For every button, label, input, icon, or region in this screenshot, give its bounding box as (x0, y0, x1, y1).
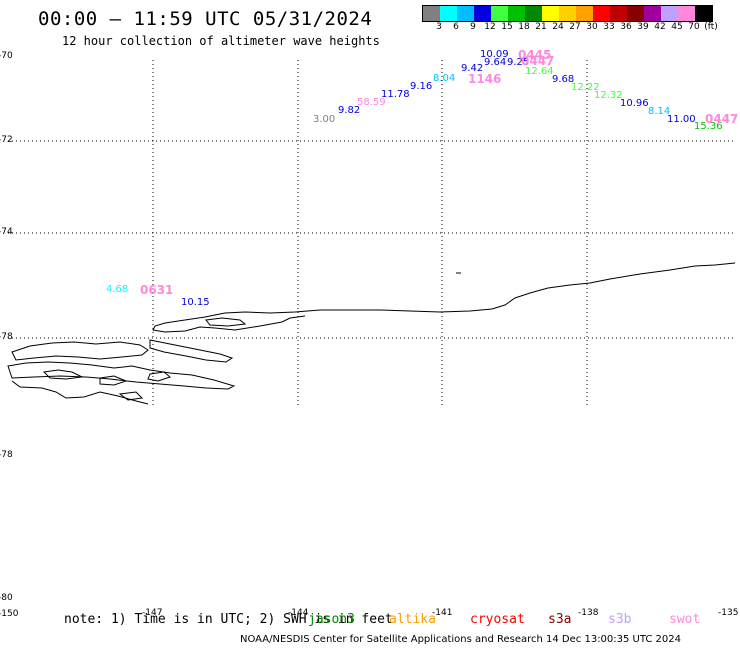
color-swatch (423, 6, 440, 21)
wave-height-value: 10.15 (181, 297, 210, 308)
coastline (7, 262, 736, 405)
page-title: 00:00 – 11:59 UTC 05/31/2024 (38, 8, 373, 30)
satellite-legend-swot: swot (669, 612, 701, 627)
color-swatch (525, 6, 542, 21)
color-swatch (644, 6, 661, 21)
wave-height-value: 9.64 (484, 57, 507, 68)
satellite-legend-jason3: jason3 (308, 612, 355, 627)
color-scale-label: 3 (436, 22, 442, 32)
color-scale-label: 36 (620, 22, 632, 32)
lon-label: -141 (432, 608, 453, 618)
color-scale-label: 45 (671, 22, 683, 32)
wave-height-value: 9.16 (410, 81, 433, 92)
wave-height-value: 9.42 (461, 63, 484, 74)
color-scale-label: (ft) (704, 22, 718, 32)
color-swatch (661, 6, 678, 21)
lon-label: -147 (142, 608, 163, 618)
wave-height-value: 12.64 (525, 66, 554, 77)
color-swatch (576, 6, 593, 21)
lon-label: -138 (578, 608, 599, 618)
lat-label: -72 (0, 135, 13, 145)
color-swatch (678, 6, 695, 21)
wave-height-value: 9.82 (338, 105, 361, 116)
credit-line: NOAA/NESDIS Center for Satellite Applica… (240, 634, 682, 645)
wave-height-value: 11.00 (667, 114, 696, 125)
color-scale-label: 33 (603, 22, 615, 32)
wave-height-value: 3.00 (313, 114, 336, 125)
color-swatch (508, 6, 525, 21)
color-swatch (440, 6, 457, 21)
lat-label: -78 (0, 332, 13, 342)
color-scale-label: 21 (535, 22, 547, 32)
lat-label: -78 (0, 450, 13, 460)
color-swatch (542, 6, 559, 21)
satellite-legend-altika: altika (389, 612, 436, 627)
wave-height-value: 11.78 (381, 89, 410, 100)
color-swatch (559, 6, 576, 21)
lat-label: -74 (0, 227, 13, 237)
wave-height-value: 4.68 (106, 284, 129, 295)
color-scale-label: 9 (470, 22, 476, 32)
color-swatch (491, 6, 508, 21)
color-swatch (457, 6, 474, 21)
color-scale-label: 18 (518, 22, 530, 32)
wave-height-value: 12.32 (594, 90, 623, 101)
lat-lon-grid (8, 60, 735, 405)
wave-height-value: 10.96 (620, 98, 649, 109)
footer-note: note: 1) Time is in UTC; 2) SWH is in fe… (64, 612, 393, 627)
color-scale-label: 15 (501, 22, 513, 32)
color-scale-label: 39 (637, 22, 649, 32)
wave-height-color-scale (422, 5, 713, 22)
pass-time-label: 0447 (521, 54, 555, 68)
color-scale-label: 42 (654, 22, 666, 32)
color-scale-label: 6 (453, 22, 459, 32)
satellite-legend-s3b: s3b (608, 612, 632, 627)
color-scale-label: 27 (569, 22, 581, 32)
color-scale-label: 12 (484, 22, 496, 32)
color-swatch (474, 6, 491, 21)
lon-label: -135 (718, 608, 739, 618)
lat-label: -80 (0, 593, 13, 603)
color-swatch (627, 6, 644, 21)
wave-height-value: 9.68 (552, 74, 575, 85)
color-swatch (695, 6, 712, 21)
color-swatch (610, 6, 627, 21)
lon-label: -144 (288, 608, 309, 618)
lon-label: -150 (0, 609, 19, 619)
color-swatch (593, 6, 610, 21)
wave-height-value: 12.22 (571, 82, 600, 93)
color-scale-label: 70 (688, 22, 700, 32)
pass-time-label: 0447 (705, 112, 739, 126)
wave-height-value: 10.09 (480, 49, 509, 60)
pass-time-label: 1146 (468, 72, 502, 86)
satellite-legend-cryosat: cryosat (470, 612, 525, 627)
color-scale-label: 30 (586, 22, 598, 32)
pass-time-label: 0445 (518, 48, 552, 62)
wave-height-value: 58.59 (357, 97, 386, 108)
pass-time-label: 0631 (140, 283, 174, 297)
satellite-legend-s3a: s3a (548, 612, 572, 627)
color-scale-label: 24 (552, 22, 564, 32)
lat-label: -70 (0, 51, 13, 61)
wave-height-value: 15.36 (694, 121, 723, 132)
wave-height-value: 9.25 (507, 57, 530, 68)
wave-height-value: 8.04 (433, 73, 456, 84)
page-subtitle: 12 hour collection of altimeter wave hei… (62, 34, 380, 48)
wave-height-value: 8.14 (648, 106, 671, 117)
